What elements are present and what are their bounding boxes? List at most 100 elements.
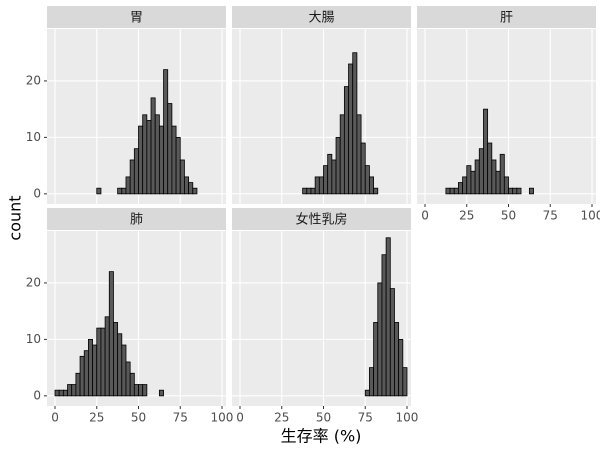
bar [394,322,400,397]
bar [67,384,73,397]
bar [466,165,472,195]
bar [62,389,68,397]
bar [88,338,93,397]
bar [54,389,60,397]
bar [369,176,374,195]
bar [58,389,64,397]
panel-background [417,29,596,204]
bar [323,165,329,195]
bar [302,187,308,195]
bar [373,322,379,397]
strip [47,208,226,230]
bar [348,63,354,195]
bar [331,159,337,195]
bar [310,187,316,195]
bar [462,176,468,195]
bar [125,176,131,195]
bar [117,333,123,397]
bar [92,344,98,397]
y-tick-label: 10 [26,130,41,144]
x-tick-label: 100 [581,209,600,223]
bar [179,159,185,195]
x-axis-title: 生存率 (%) [281,427,362,446]
bar [96,327,102,397]
bar [133,148,139,195]
bar [96,187,102,195]
bar [381,254,387,397]
bar [402,367,408,397]
bar [356,114,362,195]
bar [167,103,173,195]
strip [232,6,411,28]
x-tick-label: 50 [501,209,516,223]
bar [389,288,395,397]
bar [369,367,374,397]
bar [142,384,148,397]
y-tick-label: 0 [33,388,41,402]
x-tick-label: 25 [459,209,474,223]
x-tick-label: 75 [173,411,188,425]
x-tick-label: 50 [316,411,331,425]
bar [314,176,320,195]
bar [377,282,383,397]
bar [458,182,463,195]
bar [188,182,194,195]
bar [318,176,324,195]
bar [150,97,156,195]
x-tick-label: 75 [543,209,558,223]
y-axis-title: count [6,195,25,240]
bar [129,372,135,397]
panel-background [232,29,411,204]
bar [503,176,509,195]
x-tick-label: 0 [236,411,244,425]
bar [158,389,164,397]
strip-label: 肺 [130,213,143,228]
bar [352,52,358,195]
bar [445,187,451,195]
bar [385,237,391,397]
strip [417,6,596,28]
bar [175,136,181,195]
bar [104,316,110,397]
strip [232,208,411,230]
x-tick-label: 100 [396,411,419,425]
y-tick-label: 20 [26,275,41,289]
bar [121,187,127,195]
bar [79,355,85,397]
bar [117,187,123,195]
bar [184,176,189,195]
bar [75,372,81,397]
bar [163,69,169,195]
bar [138,384,144,397]
x-tick-label: 0 [421,209,429,223]
bar [449,187,455,195]
bar [335,136,341,195]
bar [516,187,522,195]
bar [398,338,404,397]
bar [487,142,493,195]
bar [364,389,370,397]
bar [478,148,484,195]
bar [192,187,198,195]
bar [499,153,505,195]
bar [491,159,497,195]
bar [154,114,160,195]
bar [158,125,164,195]
strip-label: 胃 [130,11,143,26]
bar [306,187,312,195]
bar [71,384,77,397]
bar [100,327,106,397]
strip [47,6,226,28]
x-tick-label: 25 [274,411,289,425]
x-tick-label: 50 [131,411,146,425]
bar [133,384,139,397]
x-tick-label: 0 [51,411,59,425]
bar [364,165,370,195]
bar [121,344,127,397]
bar [113,322,119,397]
y-tick-label: 0 [33,186,41,200]
bar [508,187,514,195]
bar [83,350,89,397]
x-tick-label: 75 [358,411,373,425]
